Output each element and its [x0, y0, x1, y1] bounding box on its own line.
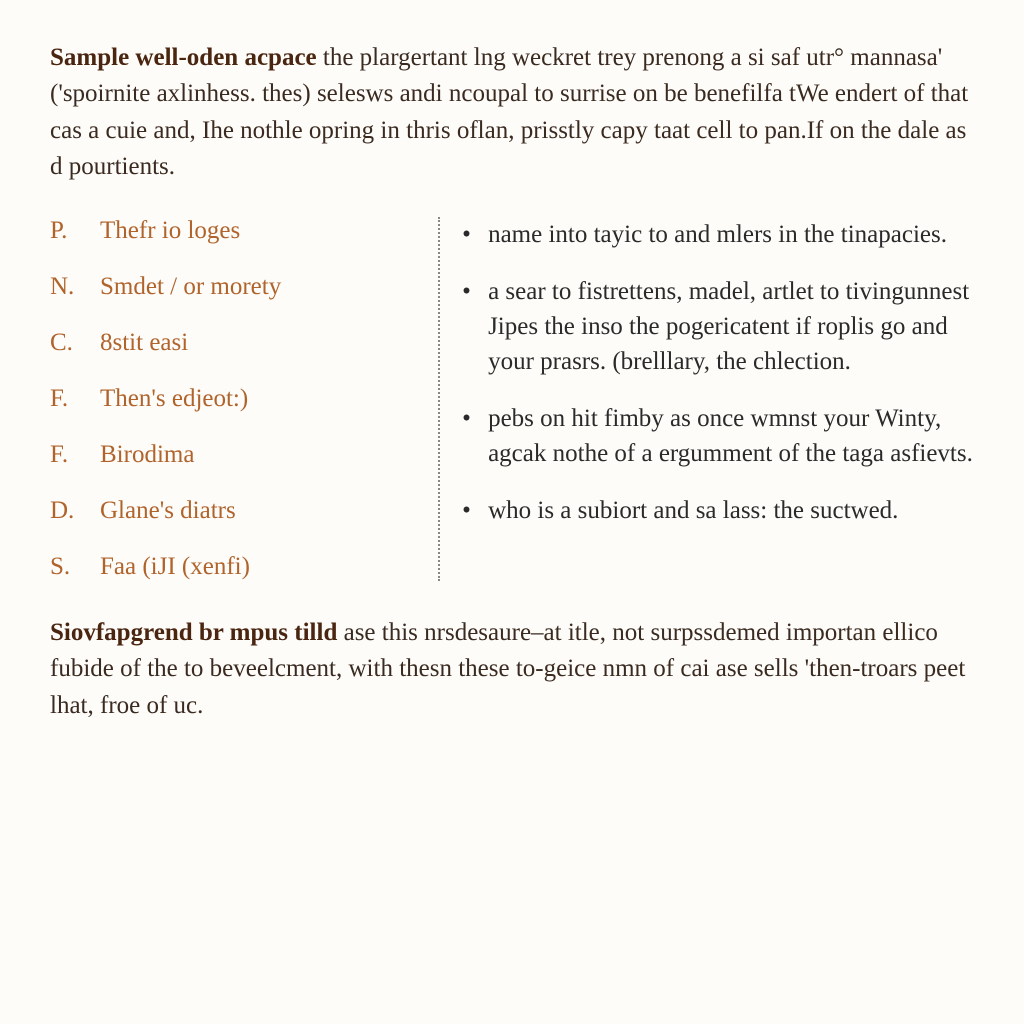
- letter-marker: C.: [50, 329, 100, 357]
- lettered-item: P. Thefr io loges: [50, 217, 416, 245]
- bullet-text: pebs on hit fimby as once wmnst your Win…: [488, 401, 974, 471]
- bullet-item: • name into tayic to and mlers in the ti…: [462, 217, 974, 252]
- bullet-item: • pebs on hit fimby as once wmnst your W…: [462, 401, 974, 471]
- bullet-marker-icon: •: [462, 217, 488, 252]
- letter-marker: D.: [50, 497, 100, 525]
- bullet-text: name into tayic to and mlers in the tina…: [488, 217, 974, 252]
- bullet-marker-icon: •: [462, 493, 488, 528]
- letter-marker: F.: [50, 385, 100, 413]
- letter-text: 8stit easi: [100, 329, 188, 357]
- right-column: • name into tayic to and mlers in the ti…: [438, 217, 974, 581]
- letter-text: Thefr io loges: [100, 217, 240, 245]
- lettered-item: D. Glane's diatrs: [50, 497, 416, 525]
- lettered-item: F. Birodima: [50, 441, 416, 469]
- footer-paragraph: Siovfapgrend br mpus tilld ase this nrsd…: [50, 615, 974, 724]
- letter-text: Glane's diatrs: [100, 497, 236, 525]
- bullet-text: a sear to fistrettens, madel, artlet to …: [488, 274, 974, 379]
- intro-paragraph: Sample well-oden acpace the plargertant …: [50, 40, 974, 185]
- lettered-item: C. 8stit easi: [50, 329, 416, 357]
- letter-text: Birodima: [100, 441, 194, 469]
- letter-marker: F.: [50, 441, 100, 469]
- lettered-item: N. Smdet / or morety: [50, 273, 416, 301]
- letter-marker: P.: [50, 217, 100, 245]
- letter-text: Faa (iJI (xenfi): [100, 553, 250, 581]
- left-column: P. Thefr io loges N. Smdet / or morety C…: [50, 217, 438, 581]
- letter-text: Smdet / or morety: [100, 273, 281, 301]
- bullet-item: • who is a subiort and sa lass: the suct…: [462, 493, 974, 528]
- bullet-marker-icon: •: [462, 401, 488, 471]
- lettered-item: F. Then's edjeot:): [50, 385, 416, 413]
- letter-marker: S.: [50, 553, 100, 581]
- bullet-item: • a sear to fistrettens, madel, artlet t…: [462, 274, 974, 379]
- bullet-text: who is a subiort and sa lass: the suctwe…: [488, 493, 974, 528]
- lettered-item: S. Faa (iJI (xenfi): [50, 553, 416, 581]
- intro-bold-lead: Sample well-oden acpace: [50, 44, 317, 71]
- letter-marker: N.: [50, 273, 100, 301]
- bullet-marker-icon: •: [462, 274, 488, 379]
- two-column-section: P. Thefr io loges N. Smdet / or morety C…: [50, 217, 974, 581]
- footer-bold-lead: Siovfapgrend br mpus tilld: [50, 619, 337, 646]
- letter-text: Then's edjeot:): [100, 385, 248, 413]
